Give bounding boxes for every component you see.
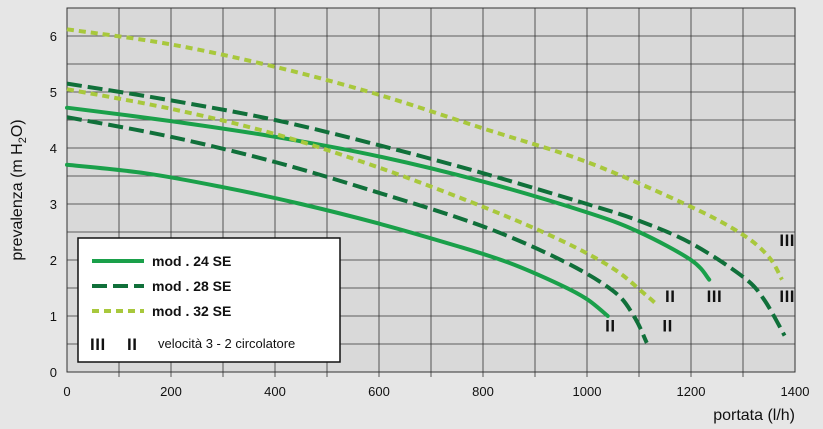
series-line	[66, 27, 784, 281]
legend-speed-note: velocità 3 - 2 circolatore	[158, 336, 295, 351]
legend: mod . 24 SE mod . 28 SE mod . 32 SE III II…	[77, 237, 341, 363]
speed-annotation: III	[707, 287, 723, 306]
speed-annotation: III	[779, 231, 795, 250]
speed-annotation: III	[779, 287, 795, 306]
speed-annotation: II	[662, 317, 672, 336]
series-line	[66, 115, 649, 344]
series-lines	[65, 27, 787, 344]
series-line	[65, 162, 610, 318]
series-line	[66, 87, 659, 307]
y-tick-label: 3	[50, 197, 57, 212]
legend-label: mod . 32 SE	[152, 303, 231, 319]
y-tick-label: 6	[50, 29, 57, 44]
x-tick-label: 1400	[781, 384, 810, 399]
x-tick-label: 800	[472, 384, 494, 399]
legend-label: mod . 28 SE	[152, 278, 231, 294]
y-axis-label: prevalenza (m H2O)	[9, 119, 29, 260]
legend-box	[77, 237, 341, 363]
legend-label: mod . 24 SE	[152, 253, 231, 269]
x-axis-label: portata (l/h)	[713, 407, 795, 424]
legend-symbol-iii: III	[90, 335, 106, 354]
x-tick-label: 0	[63, 384, 70, 399]
legend-symbol-ii: II	[127, 335, 137, 354]
y-axis-label-subscript: 2	[17, 137, 29, 143]
speed-annotation: II	[665, 287, 675, 306]
speed-annotation: II	[605, 317, 615, 336]
x-tick-label: 1000	[573, 384, 602, 399]
y-tick-label: 0	[50, 365, 57, 380]
x-tick-labels: 0 200 400 600 800 1000 1200 1400	[63, 384, 809, 399]
y-tick-labels: 0 1 2 3 4 5 6	[50, 29, 57, 380]
x-tick-label: 200	[160, 384, 182, 399]
y-tick-label: 5	[50, 85, 57, 100]
series-line	[66, 81, 787, 337]
y-tick-label: 2	[50, 253, 57, 268]
x-tick-label: 400	[264, 384, 286, 399]
x-tick-label: 1200	[677, 384, 706, 399]
y-tick-label: 4	[50, 141, 57, 156]
y-tick-label: 1	[50, 309, 57, 324]
series-line	[65, 105, 712, 282]
x-tick-label: 600	[368, 384, 390, 399]
